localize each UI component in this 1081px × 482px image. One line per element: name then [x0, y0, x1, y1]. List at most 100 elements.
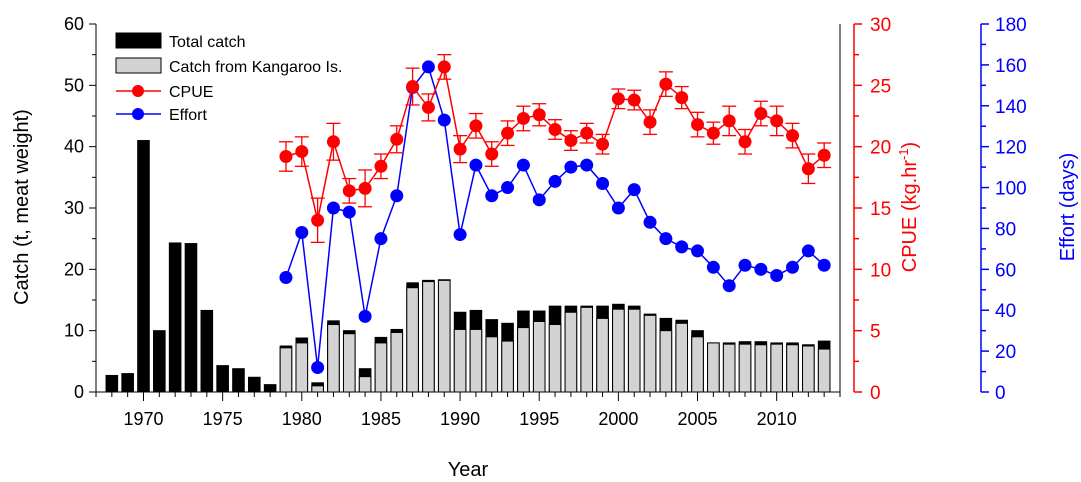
legend-swatch-kangaroo-island: [115, 57, 162, 74]
ki-catch-bar-1992: [485, 336, 499, 393]
y2-axis-label-end: ): [899, 142, 921, 149]
y3-tick-label-80: 80: [995, 219, 1016, 240]
cpue-point-2004: [675, 91, 689, 105]
ki-catch-bar-1983: [342, 333, 356, 393]
cpue-point-2007: [722, 114, 736, 128]
ki-catch-bar-2013: [817, 348, 831, 393]
cpue-point-1999: [596, 137, 610, 151]
y3-tick-label-140: 140: [995, 97, 1027, 118]
effort-point-2012: [801, 244, 815, 258]
x-tick-label-1980: 1980: [282, 409, 322, 429]
y1-tick-label-60: 60: [64, 14, 84, 34]
cpue-point-1990: [453, 142, 467, 156]
cpue-point-1992: [485, 147, 499, 161]
y3-tick-label-20: 20: [995, 342, 1016, 363]
y3-tick-label-0: 0: [995, 383, 1006, 404]
effort-point-1998: [580, 158, 594, 172]
y2-tick-label-30: 30: [870, 15, 891, 36]
cpue-point-1996: [548, 122, 562, 136]
effort-point-1993: [501, 181, 515, 195]
y2-tick-labels: 0 5 10 15 20 25 30: [870, 15, 891, 404]
effort-point-2006: [706, 260, 720, 274]
cpue-point-2006: [706, 126, 720, 140]
ki-catch-bar-2009: [754, 344, 768, 393]
legend-marker-effort: [132, 108, 144, 120]
total-catch-bar-1968: [105, 374, 119, 393]
total-catch-bar-1974: [200, 309, 214, 393]
y3-tick-label-120: 120: [995, 138, 1027, 159]
cpue-point-2012: [801, 162, 815, 176]
cpue-point-1988: [421, 100, 435, 114]
effort-series: [279, 60, 831, 374]
effort-point-1989: [437, 113, 451, 127]
cpue-point-2009: [754, 107, 768, 121]
effort-point-1981: [311, 360, 325, 374]
effort-point-2004: [675, 240, 689, 254]
effort-point-2013: [817, 258, 831, 272]
axes: [89, 23, 989, 401]
y1-tick-label-10: 10: [64, 321, 84, 341]
cpue-point-1986: [390, 132, 404, 146]
y3-tick-label-160: 160: [995, 56, 1027, 77]
effort-point-2000: [611, 201, 625, 215]
y2-tick-label-10: 10: [870, 260, 891, 281]
legend-label-effort: Effort: [169, 107, 208, 124]
ki-catch-bar-1980: [295, 342, 309, 393]
y2-axis-label-main: CPUE (kg.hr: [899, 160, 921, 273]
ki-catch-bar-1984: [358, 376, 372, 393]
cpue-point-2011: [786, 129, 800, 143]
effort-point-2007: [722, 279, 736, 293]
effort-point-2009: [754, 262, 768, 276]
total-catch-bar-1973: [184, 243, 198, 393]
total-catch-bar-1969: [121, 373, 134, 393]
y2-axis-label: CPUE (kg.hr-1): [896, 142, 921, 272]
ki-catch-bar-1990: [453, 328, 467, 393]
ki-catch-bar-1995: [532, 320, 546, 393]
effort-point-2001: [627, 183, 641, 197]
ki-catch-bar-2011: [786, 344, 799, 393]
cpue-point-1997: [564, 134, 578, 148]
effort-point-1999: [596, 176, 610, 190]
x-tick-label-1985: 1985: [361, 409, 401, 429]
cpue-point-1995: [532, 108, 546, 122]
effort-point-1988: [421, 60, 435, 74]
legend-marker-cpue: [132, 85, 144, 97]
ki-catch-bar-1997: [564, 311, 578, 393]
cpue-point-1998: [580, 126, 594, 140]
legend-label-kangaroo-island: Catch from Kangaroo Is.: [169, 59, 342, 76]
total-catch-bar-1975: [216, 365, 229, 393]
y2-tick-label-0: 0: [870, 383, 881, 404]
y1-tick-label-50: 50: [64, 75, 84, 95]
ki-catch-bar-2005: [691, 336, 704, 393]
effort-point-1992: [485, 189, 499, 203]
effort-point-1996: [548, 174, 562, 188]
effort-point-2008: [738, 258, 752, 272]
ki-catch-bar-2004: [675, 322, 689, 393]
effort-point-2010: [770, 268, 784, 282]
effort-point-2003: [659, 232, 673, 246]
kangaroo-island-catch-bars: [279, 279, 831, 393]
x-tick-label-1970: 1970: [123, 409, 163, 429]
x-axis-label: Year: [448, 459, 489, 481]
cpue-point-1987: [406, 80, 420, 94]
y1-tick-label-0: 0: [74, 382, 84, 402]
ki-catch-bar-1979: [279, 347, 293, 393]
cpue-point-2003: [659, 77, 673, 91]
ki-catch-bar-1996: [548, 324, 562, 393]
total-catch-bar-1976: [232, 368, 245, 393]
total-catch-bar-1977: [247, 376, 261, 393]
y2-tick-label-15: 15: [870, 199, 891, 220]
ki-catch-bar-1989: [437, 279, 451, 393]
effort-point-1985: [374, 232, 388, 246]
ki-catch-bar-1998: [580, 306, 594, 393]
cpue-point-2010: [770, 114, 784, 128]
ki-catch-bar-2002: [643, 314, 657, 393]
ki-catch-bar-2008: [738, 343, 752, 393]
cpue-point-2005: [691, 118, 705, 132]
cpue-point-1991: [469, 119, 483, 133]
y2-axis-label-sup: -1: [896, 148, 911, 160]
effort-point-1980: [295, 226, 309, 240]
total-catch-bar-1972: [168, 242, 182, 393]
y1-tick-label-40: 40: [64, 137, 84, 157]
